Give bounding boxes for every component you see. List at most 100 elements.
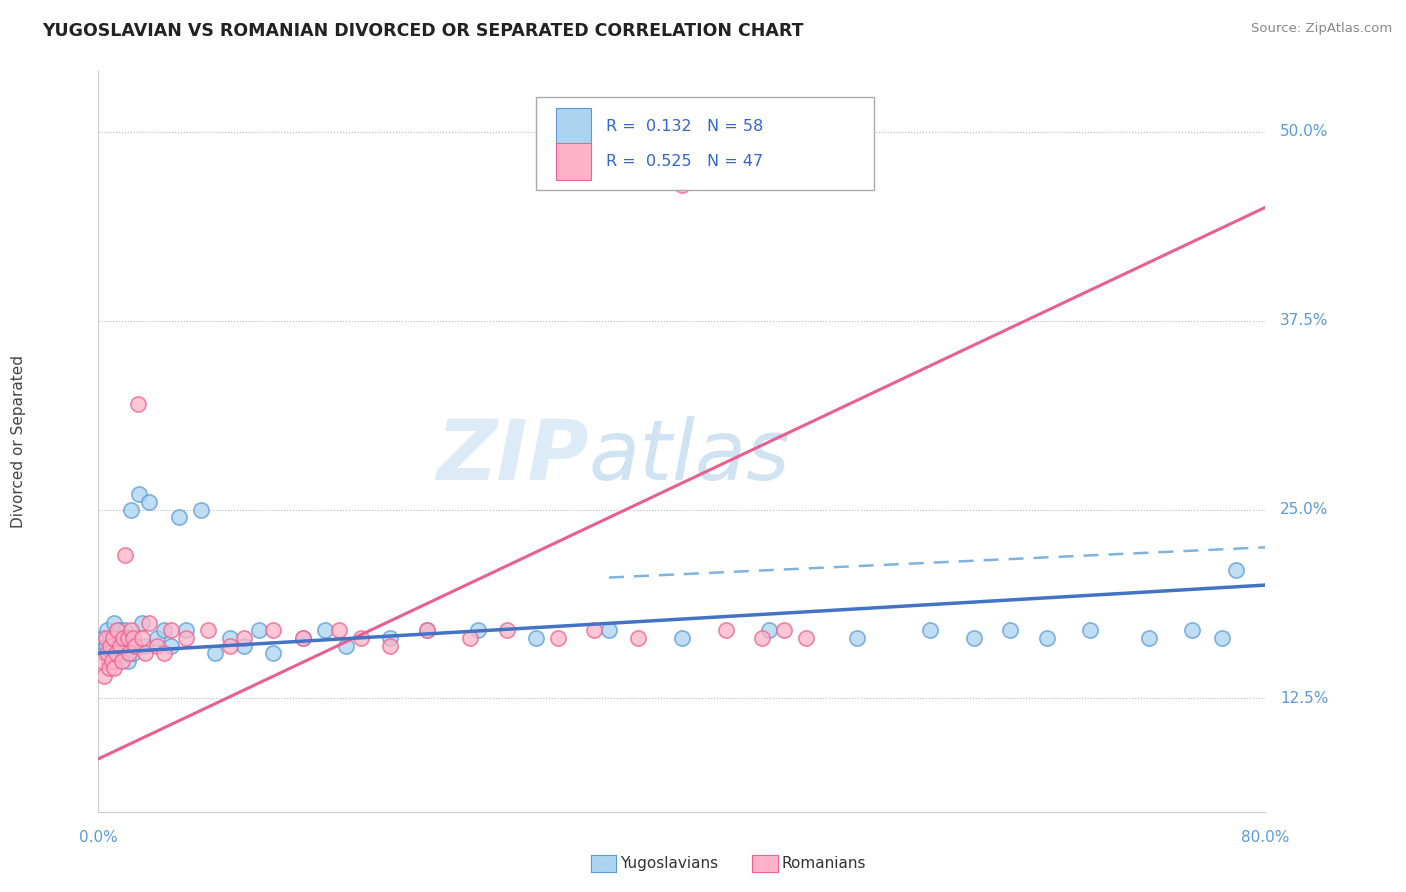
Point [112,631,135,645]
Point [97,654,120,668]
Point [496,624,519,638]
Point [627,631,650,645]
Point [93,646,115,660]
Point [90,654,112,668]
Point [128,487,150,501]
Text: 12.5%: 12.5% [1279,691,1329,706]
Text: R =  0.132   N = 58: R = 0.132 N = 58 [606,120,763,135]
Point [97,661,120,675]
Point [114,548,136,562]
Point [758,624,780,638]
Point [671,178,693,192]
Point [100,646,122,660]
Point [110,639,132,653]
Text: atlas: atlas [589,416,790,497]
Point [138,495,160,509]
Point [218,639,240,653]
Point [131,615,153,630]
Point [117,631,139,645]
Text: 80.0%: 80.0% [1241,830,1289,845]
Point [671,631,693,645]
Text: YUGOSLAVIAN VS ROMANIAN DIVORCED OR SEPARATED CORRELATION CHART: YUGOSLAVIAN VS ROMANIAN DIVORCED OR SEPA… [42,22,804,40]
Point [111,639,134,653]
Point [120,502,142,516]
Point [94,639,117,653]
Point [328,624,350,638]
Point [91,631,114,645]
Point [1225,563,1247,577]
Point [460,631,482,645]
Point [94,631,117,645]
Point [415,624,437,638]
Point [98,631,121,645]
Point [110,624,132,638]
Bar [555,144,591,180]
Point [794,631,817,645]
Point [118,631,141,645]
Point [291,631,314,645]
Point [204,646,226,660]
Point [105,631,128,645]
Point [773,624,796,638]
Point [467,624,489,638]
Text: 0.0%: 0.0% [79,830,118,845]
Point [134,646,156,660]
Point [103,661,125,675]
Point [146,631,169,645]
Point [1080,624,1102,638]
Text: 50.0%: 50.0% [1279,124,1329,139]
Point [583,624,606,638]
Point [918,624,941,638]
Point [167,510,190,524]
Point [233,631,256,645]
Point [104,654,127,668]
Point [105,624,128,638]
Point [127,397,149,411]
Bar [555,108,591,145]
Text: 25.0%: 25.0% [1279,502,1329,517]
Point [124,639,146,653]
Point [146,639,169,653]
Point [100,654,122,668]
Point [118,646,141,660]
Point [104,646,127,660]
FancyBboxPatch shape [536,97,875,190]
Point [263,624,285,638]
Point [415,624,437,638]
Point [1035,631,1057,645]
Point [218,631,240,645]
Text: Source: ZipAtlas.com: Source: ZipAtlas.com [1251,22,1392,36]
Point [547,631,569,645]
Point [751,631,773,645]
Point [96,624,118,638]
Point [380,639,402,653]
Point [93,669,115,683]
Point [174,631,197,645]
Point [160,639,183,653]
Point [134,639,156,653]
Point [131,631,153,645]
Point [138,615,160,630]
Point [101,639,124,653]
Text: R =  0.525   N = 47: R = 0.525 N = 47 [606,154,763,169]
Point [524,631,547,645]
Point [247,624,270,638]
Point [103,615,125,630]
Point [114,624,136,638]
Point [153,624,176,638]
Point [1211,631,1233,645]
Point [174,624,197,638]
Text: Romanians: Romanians [782,856,866,871]
Point [263,646,285,660]
Point [98,639,121,653]
Point [111,654,134,668]
Point [117,654,139,668]
Text: 37.5%: 37.5% [1279,313,1329,328]
Point [120,624,142,638]
Point [190,502,212,516]
Point [153,646,176,660]
Point [124,639,146,653]
Point [108,654,131,668]
Point [291,631,314,645]
Point [962,631,984,645]
